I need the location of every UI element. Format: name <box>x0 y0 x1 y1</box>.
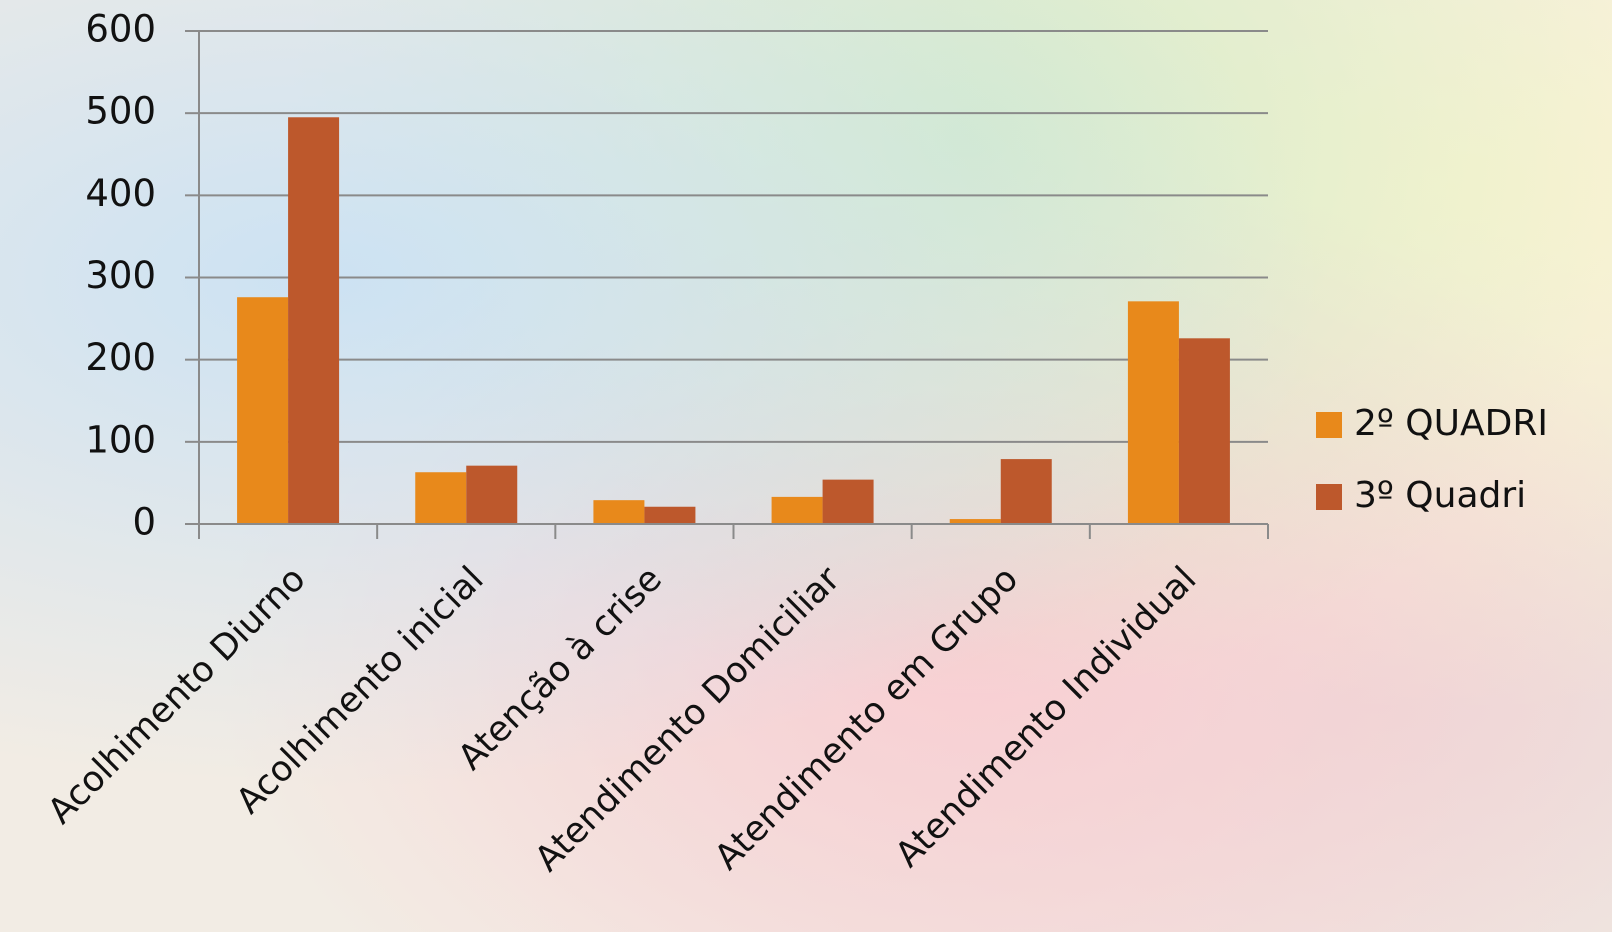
bar <box>1178 338 1230 524</box>
y-tick-label: 100 <box>85 418 156 461</box>
y-tick-label: 300 <box>85 254 156 297</box>
bar <box>771 496 823 524</box>
y-tick-label: 0 <box>132 501 156 544</box>
bar <box>593 500 645 524</box>
bar <box>1000 459 1052 524</box>
bar <box>237 297 289 524</box>
bar <box>949 519 1001 524</box>
legend-swatch <box>1316 412 1342 438</box>
y-tick-label: 400 <box>85 172 156 215</box>
y-tick-label: 500 <box>85 90 156 133</box>
bar <box>644 506 696 524</box>
x-tick-label: Atendimento em Grupo <box>707 559 1026 878</box>
bar <box>1127 301 1179 524</box>
bar <box>822 479 874 524</box>
x-tick-label: Atendimento Individual <box>888 559 1204 875</box>
y-tick-label: 600 <box>85 8 156 51</box>
x-tick-label: Atendimento Domiciliar <box>528 559 849 880</box>
legend-label: 2º QUADRI <box>1354 403 1548 444</box>
bar <box>415 472 467 524</box>
y-tick-label: 200 <box>85 336 156 379</box>
legend-label: 3º Quadri <box>1354 475 1526 516</box>
legend-swatch <box>1316 484 1342 510</box>
bar <box>466 465 518 524</box>
bar <box>288 117 340 525</box>
